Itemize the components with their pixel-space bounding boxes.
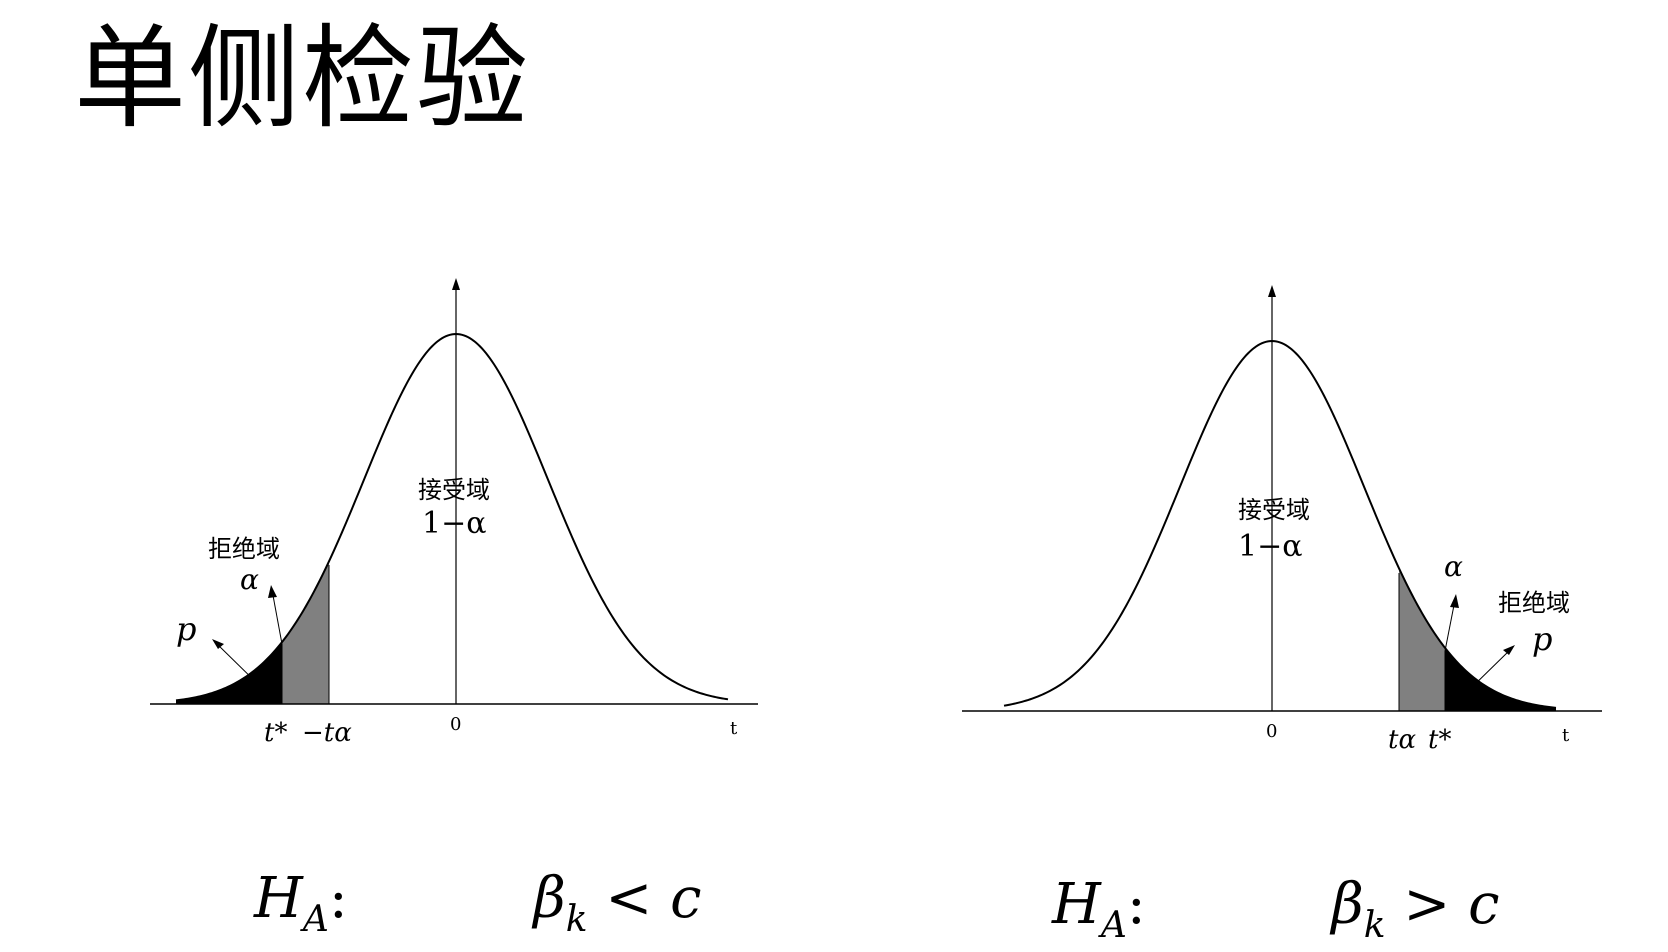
left-hypothesis: HA: βk < c — [254, 866, 701, 940]
right-p-value-area — [1445, 647, 1556, 711]
right-zero-label: 0 — [1266, 721, 1277, 742]
left-panel: 接受域 1−α 拒绝域 α p 0 t t* −tα — [150, 278, 758, 748]
left-hypothesis-k: k — [565, 899, 588, 940]
left-accept-region-label: 接受域 — [418, 476, 490, 504]
right-hypothesis-sub: A — [1100, 905, 1127, 946]
right-alpha-area — [1399, 568, 1445, 711]
left-alpha-arrow — [271, 589, 283, 645]
left-hypothesis-h: H — [254, 866, 303, 931]
left-crit-label: −tα — [302, 718, 352, 748]
left-p-arrow — [214, 641, 263, 689]
left-p-arrowhead — [212, 639, 224, 649]
right-hypothesis-beta: β — [1331, 872, 1364, 937]
right-reject-region-label: 拒绝域 — [1498, 589, 1570, 617]
right-panel: 接受域 1−α 拒绝域 α p 0 t tα t* — [962, 285, 1602, 755]
left-p-value-area — [176, 642, 282, 704]
right-density-curve — [1003, 339, 1557, 709]
right-accept-region-label: 接受域 — [1238, 496, 1310, 524]
right-p-arrow — [1466, 647, 1513, 693]
left-hypothesis-beta: β — [533, 866, 566, 931]
right-tstar-label: t* — [1428, 725, 1451, 755]
right-hypothesis-h: H — [1052, 872, 1101, 937]
right-hypothesis: HA: βk > c — [1052, 872, 1499, 946]
left-tstar-label: t* — [264, 718, 287, 748]
right-alpha-arrow — [1444, 599, 1456, 652]
left-accept-prob-label: 1−α — [422, 506, 486, 541]
right-hypothesis-relation: > c — [1403, 872, 1500, 937]
left-zero-label: 0 — [450, 714, 461, 735]
left-hypothesis-relation: < c — [605, 866, 702, 931]
right-hypothesis-colon: : — [1126, 872, 1146, 937]
left-alpha-label: α — [240, 563, 259, 596]
right-alpha-arrowhead — [1450, 594, 1459, 608]
left-density-curve — [175, 332, 729, 702]
right-accept-prob-label: 1−α — [1238, 529, 1302, 564]
right-crit-label: tα — [1388, 725, 1416, 755]
right-hypothesis-k: k — [1363, 905, 1386, 946]
left-hypothesis-sub: A — [302, 899, 329, 940]
right-p-label: p — [1532, 620, 1552, 658]
right-alpha-label: α — [1444, 550, 1463, 583]
right-p-arrowhead — [1503, 645, 1515, 655]
left-y-axis-arrow — [452, 278, 460, 290]
left-t-axis-label: t — [730, 718, 738, 739]
right-y-axis-arrow — [1268, 285, 1276, 297]
left-alpha-area — [282, 561, 329, 704]
left-p-label: p — [176, 610, 196, 648]
right-t-axis-label: t — [1562, 725, 1570, 746]
page-title: 单侧检验 — [74, 14, 530, 144]
left-reject-region-label: 拒绝域 — [208, 535, 280, 563]
left-hypothesis-colon: : — [328, 866, 348, 931]
left-alpha-arrowhead — [268, 585, 277, 598]
